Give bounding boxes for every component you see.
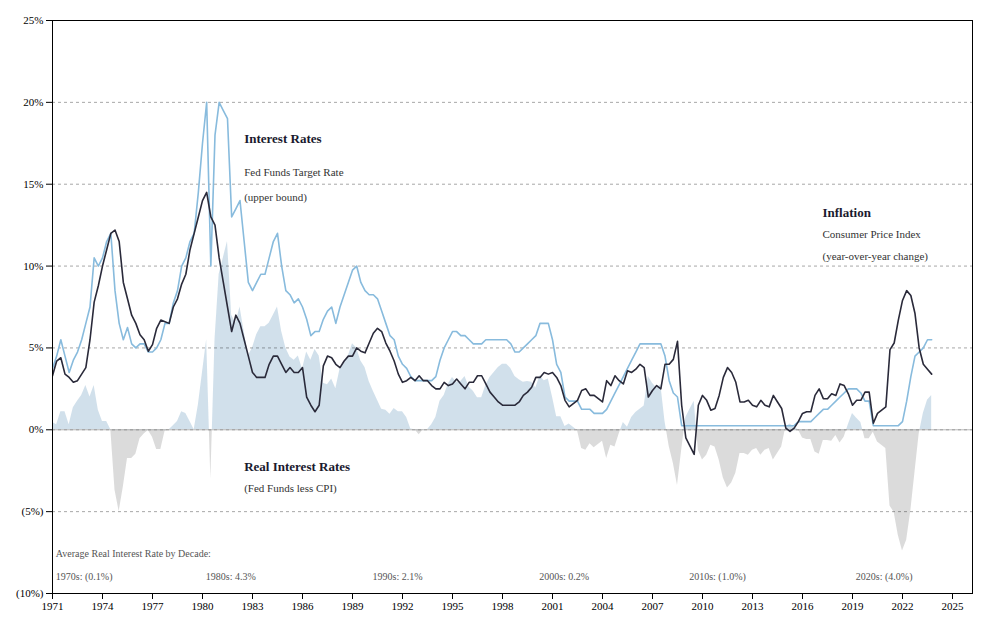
svg-text:1995: 1995 [442, 600, 465, 612]
svg-text:1986: 1986 [292, 600, 315, 612]
svg-text:1990s: 2.1%: 1990s: 2.1% [373, 571, 423, 582]
svg-text:10%: 10% [23, 260, 43, 272]
svg-text:2007: 2007 [642, 600, 665, 612]
svg-text:1989: 1989 [342, 600, 365, 612]
svg-text:1980s: 4.3%: 1980s: 4.3% [206, 571, 256, 582]
svg-text:2022: 2022 [892, 600, 914, 612]
svg-text:2019: 2019 [842, 600, 865, 612]
svg-text:20%: 20% [23, 96, 43, 108]
svg-text:1970s: (0.1%): 1970s: (0.1%) [56, 571, 113, 583]
svg-text:(5%): (5%) [22, 505, 44, 518]
svg-text:(10%): (10%) [16, 587, 44, 600]
svg-text:2020s: (4.0%): 2020s: (4.0%) [856, 571, 913, 583]
svg-text:Interest Rates: Interest Rates [244, 131, 321, 146]
svg-text:(year-over-year change): (year-over-year change) [823, 250, 929, 263]
svg-text:2010s: (1.0%): 2010s: (1.0%) [689, 571, 746, 583]
svg-text:Inflation: Inflation [823, 205, 872, 220]
svg-text:1983: 1983 [242, 600, 265, 612]
svg-text:5%: 5% [29, 341, 44, 353]
svg-text:Consumer Price Index: Consumer Price Index [823, 228, 922, 240]
svg-text:1971: 1971 [42, 600, 64, 612]
svg-text:2001: 2001 [542, 600, 564, 612]
svg-text:15%: 15% [23, 178, 43, 190]
svg-text:2010: 2010 [692, 600, 715, 612]
svg-text:2013: 2013 [742, 600, 765, 612]
svg-text:25%: 25% [23, 14, 43, 26]
svg-text:2025: 2025 [942, 600, 965, 612]
svg-text:0%: 0% [29, 423, 44, 435]
svg-text:(Fed Funds less CPI): (Fed Funds less CPI) [244, 482, 337, 495]
svg-text:Fed Funds Target Rate: Fed Funds Target Rate [244, 166, 343, 178]
svg-text:1998: 1998 [492, 600, 515, 612]
svg-text:1980: 1980 [192, 600, 215, 612]
svg-text:2016: 2016 [792, 600, 815, 612]
svg-text:Real Interest Rates: Real Interest Rates [244, 459, 350, 474]
svg-text:2000s: 0.2%: 2000s: 0.2% [539, 571, 589, 582]
svg-text:1977: 1977 [142, 600, 165, 612]
svg-text:(upper bound): (upper bound) [244, 191, 307, 204]
svg-text:1992: 1992 [392, 600, 414, 612]
svg-text:Average Real Interest Rate by: Average Real Interest Rate by Decade: [56, 548, 211, 559]
svg-text:1974: 1974 [92, 600, 115, 612]
svg-text:2004: 2004 [592, 600, 615, 612]
